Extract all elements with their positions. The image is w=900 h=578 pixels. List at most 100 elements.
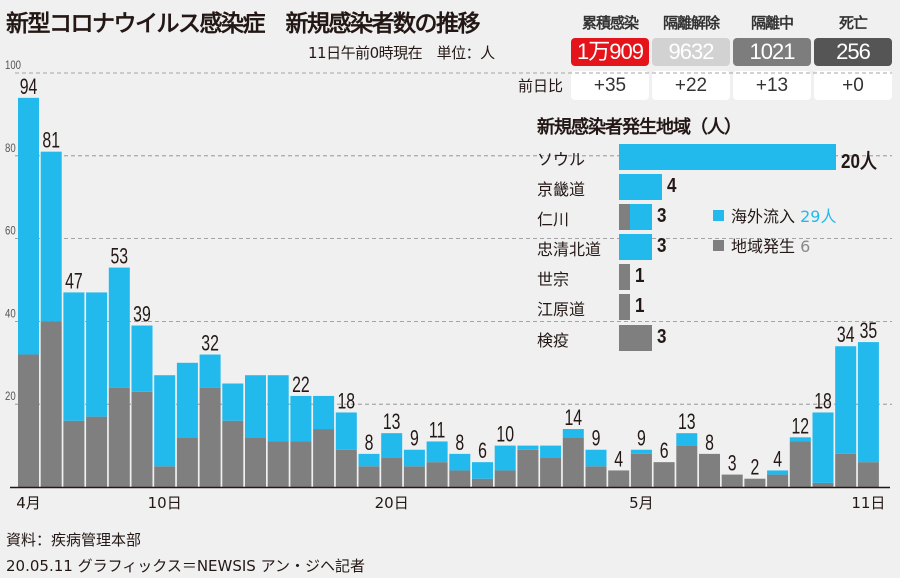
region-bar-imported <box>619 174 663 200</box>
bar-local <box>835 453 857 487</box>
bar-local <box>381 458 403 487</box>
x-tick-label: 4月 <box>16 494 41 512</box>
bar-local <box>335 449 357 487</box>
summary-value-badge: 1万909 <box>571 38 649 66</box>
bar-imported <box>630 449 652 454</box>
bar-imported <box>676 433 698 446</box>
bar-imported <box>358 453 380 467</box>
bar-local <box>86 416 108 487</box>
bar-imported <box>562 429 584 438</box>
x-tick-label: 20日 <box>375 494 409 512</box>
bar-local <box>517 449 539 487</box>
region-bar-local <box>619 264 630 290</box>
bar-local <box>494 470 516 487</box>
bar-value-label: 18 <box>337 390 355 414</box>
bar-imported <box>290 395 312 442</box>
bar-local <box>245 437 266 487</box>
x-tick-label: 5月 <box>629 494 654 512</box>
bar-local <box>562 437 584 487</box>
y-tick-label: 60 <box>5 225 16 238</box>
bar-local <box>608 470 630 487</box>
bar-imported <box>131 325 153 392</box>
region-label: 検疫 <box>537 331 570 350</box>
bar-imported <box>812 412 834 483</box>
bar-imported <box>18 97 39 355</box>
region-value-label: 1 <box>634 265 645 287</box>
bar-local <box>789 441 811 487</box>
region-label: 世宗 <box>537 270 570 289</box>
bar-imported <box>585 449 607 467</box>
bar-local <box>267 441 289 487</box>
summary-diff: +35 <box>571 71 649 100</box>
bar-value-label: 34 <box>837 324 855 348</box>
bar-imported <box>403 449 425 467</box>
region-value-label: 3 <box>656 326 667 348</box>
bar-value-label: 39 <box>133 303 151 327</box>
bar-local <box>313 429 335 487</box>
summary-label: 隔離解除 <box>662 14 720 32</box>
bar-imported <box>426 441 448 463</box>
bar-imported <box>86 292 108 417</box>
legend-local-total: 6 <box>800 237 811 256</box>
bar-value-label: 32 <box>201 332 219 356</box>
bar-imported <box>40 151 62 322</box>
bar-value-label: 2 <box>750 456 759 480</box>
bar-imported <box>108 267 130 388</box>
legend-imported: 海外流入 29人 <box>731 203 836 227</box>
bar-imported <box>381 433 403 459</box>
bar-value-label: 9 <box>592 427 601 451</box>
bar-local <box>676 445 698 487</box>
source-note: 資料：疾病管理本部 <box>6 531 142 549</box>
bar-value-label: 8 <box>705 432 714 456</box>
bar-imported <box>335 412 357 450</box>
bar-value-label: 6 <box>660 440 669 464</box>
summary-label: 累積感染 <box>581 14 639 32</box>
bar-local <box>472 478 493 487</box>
bar-value-label: 4 <box>614 448 623 472</box>
bar-local <box>199 387 221 487</box>
bar-local <box>131 391 153 487</box>
legend-local-swatch <box>713 240 724 251</box>
region-chart-title: 新規感染者発生地域（人） <box>537 117 742 138</box>
legend-imported-name: 海外流入 <box>731 207 796 226</box>
region-bar-local <box>619 294 630 320</box>
summary-diff: +22 <box>652 71 730 100</box>
bar-value-label: 35 <box>860 320 878 344</box>
bar-imported <box>63 292 85 421</box>
bar-local <box>40 321 62 487</box>
bar-value-label: 47 <box>65 270 83 294</box>
region-value-label: 4 <box>667 175 677 197</box>
bar-value-label: 10 <box>496 423 514 447</box>
summary-value-badge: 1021 <box>733 38 811 66</box>
bar-local <box>426 462 448 487</box>
region-bar-local <box>619 204 630 230</box>
region-label: 京畿道 <box>537 180 586 199</box>
y-tick-label: 80 <box>5 142 16 155</box>
region-label: 仁川 <box>537 210 570 229</box>
bar-imported <box>245 375 266 438</box>
bar-imported <box>767 470 789 475</box>
bar-local <box>630 453 652 487</box>
bar-value-label: 9 <box>637 427 646 451</box>
bar-value-label: 14 <box>564 407 582 431</box>
bar-value-label: 94 <box>20 75 38 99</box>
legend-imported-swatch <box>713 210 724 221</box>
region-bar-local <box>619 325 652 351</box>
summary-value-badge: 256 <box>814 38 892 66</box>
bar-value-label: 18 <box>814 390 832 414</box>
summary-value-badge: 9632 <box>652 38 730 66</box>
bar-value-label: 13 <box>383 411 401 435</box>
bar-value-label: 8 <box>455 432 464 456</box>
bar-local <box>699 453 720 487</box>
bar-local <box>653 462 675 487</box>
y-tick-label: 40 <box>5 307 16 320</box>
region-label: ソウル <box>537 150 586 169</box>
bar-value-label: 8 <box>365 432 374 456</box>
bar-imported <box>540 445 562 459</box>
bar-imported <box>517 445 539 450</box>
region-value-label: 3 <box>656 205 667 227</box>
legend-local-name: 地域発生 <box>731 237 796 256</box>
summary-diff: +13 <box>733 71 811 100</box>
region-label: 忠清北道 <box>537 240 602 259</box>
